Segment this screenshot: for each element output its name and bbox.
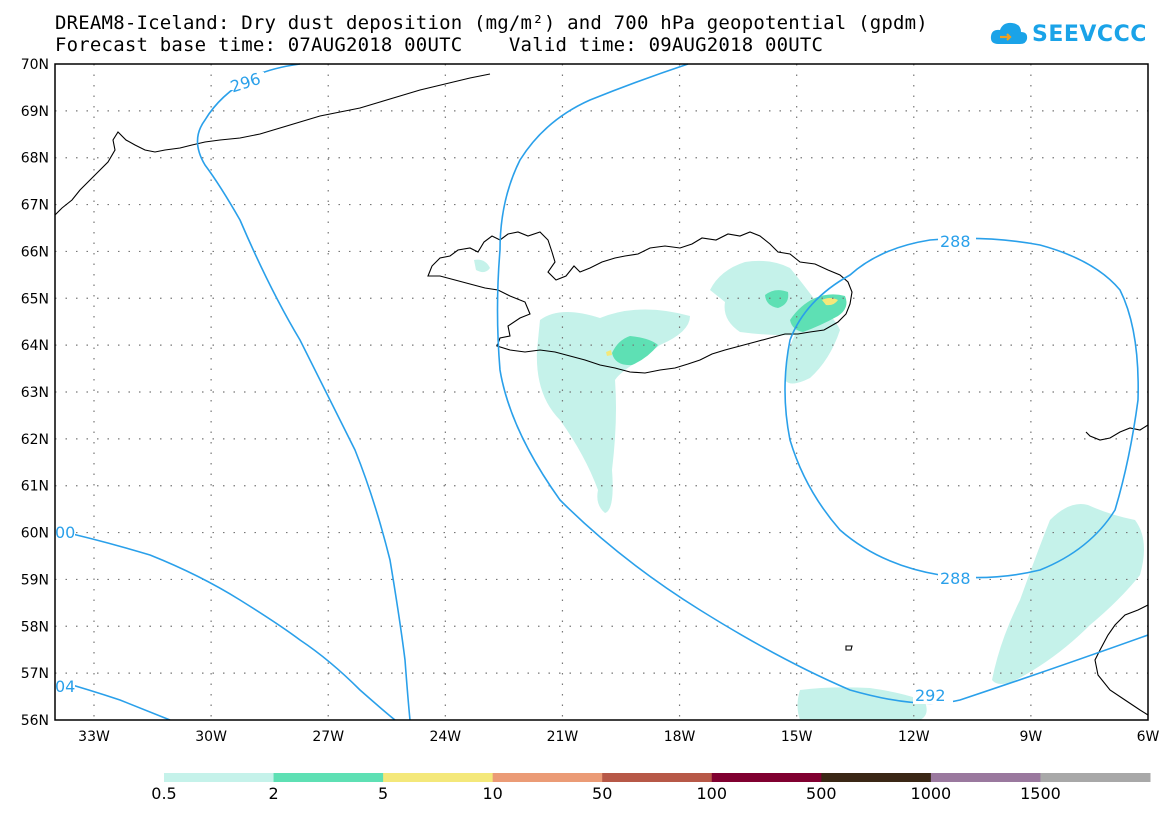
colorbar-label: 50 — [592, 784, 612, 803]
colorbar-swatch — [821, 773, 932, 782]
longitude-tick-label: 12W — [898, 729, 930, 745]
longitude-tick-label: 15W — [781, 729, 813, 745]
longitude-tick-label: 33W — [78, 729, 110, 745]
longitude-tick-label: 30W — [195, 729, 227, 745]
map-frame — [54, 63, 1149, 721]
iceland-coastline — [427, 231, 853, 374]
contour-label: 00 — [55, 523, 75, 542]
colorbar-label: 500 — [806, 784, 837, 803]
dust-area-0.5 — [474, 259, 490, 273]
latitude-tick-label: 66N — [21, 244, 49, 260]
seevccc-logo: SEEVCCC — [990, 20, 1147, 48]
contour-label: 292 — [915, 686, 946, 705]
colorbar-swatch — [711, 773, 822, 782]
dust-area-0.5 — [536, 309, 690, 513]
contour-296 — [196, 63, 411, 721]
longitude-labels: 33W 30W 27W 24W 21W 18W 15W 12W 9W 6W — [78, 729, 1159, 745]
latitude-tick-label: 67N — [21, 198, 49, 214]
colorbar-label: 1500 — [1020, 784, 1061, 803]
latitude-tick-label: 57N — [21, 666, 49, 682]
colorbar-swatch — [164, 773, 275, 782]
latitude-tick-label: 62N — [21, 432, 49, 448]
norway-coastline — [1085, 424, 1149, 441]
latitude-tick-label: 69N — [21, 104, 49, 120]
dust-area-0.5 — [992, 504, 1144, 684]
longitude-tick-label: 6W — [1137, 729, 1160, 745]
contour-300 — [54, 529, 396, 721]
colorbar-swatch — [1040, 773, 1151, 782]
colorbar-label: 10 — [482, 784, 502, 803]
dust-area-2 — [612, 336, 658, 366]
logo-text: SEEVCCC — [1032, 21, 1147, 47]
longitude-tick-label: 21W — [547, 729, 579, 745]
longitude-tick-label: 27W — [312, 729, 344, 745]
latitude-tick-label: 59N — [21, 572, 49, 588]
colorbar-swatch — [273, 773, 384, 782]
latitude-tick-label: 64N — [21, 338, 49, 354]
greenland-coastline — [54, 73, 491, 216]
contour-label: 288 — [940, 569, 971, 588]
graticule — [55, 64, 1148, 720]
colorbar-label: 5 — [378, 784, 388, 803]
contour-label: 04 — [55, 677, 75, 696]
cloud-icon — [990, 22, 1028, 44]
dust-area-5 — [822, 298, 838, 306]
dust-area-0.5 — [710, 260, 840, 384]
colorbar-label: 1000 — [911, 784, 952, 803]
dust-area-5 — [606, 350, 612, 356]
latitude-tick-label: 58N — [21, 619, 49, 635]
colorbar-swatch — [492, 773, 603, 782]
colorbar-swatch — [930, 773, 1041, 782]
longitude-tick-label: 24W — [429, 729, 461, 745]
latitude-tick-label: 60N — [21, 526, 49, 542]
colorbar-swatch — [602, 773, 713, 782]
coastlines — [54, 73, 1149, 716]
colorbar-label: 100 — [697, 784, 728, 803]
latitude-tick-label: 61N — [21, 479, 49, 495]
latitude-tick-label: 70N — [21, 57, 49, 73]
colorbar-label: 2 — [268, 784, 278, 803]
map-title: DREAM8-Iceland: Dry dust deposition (mg/… — [55, 12, 928, 34]
latitude-tick-label: 68N — [21, 151, 49, 167]
dust-area-2 — [765, 290, 789, 308]
contour-label: 288 — [940, 232, 971, 251]
contour-288-ring — [784, 237, 1139, 579]
latitude-tick-label: 65N — [21, 291, 49, 307]
norway-coastline — [1094, 604, 1149, 716]
colorbar-swatch — [383, 773, 494, 782]
latitude-tick-label: 56N — [21, 713, 49, 729]
dust-deposition-areas — [474, 259, 1144, 720]
island-outline — [845, 645, 853, 651]
latitude-labels: 70N 69N 68N 67N 66N 65N 64N 63N 62N 61N 60N 59N 58N 5… — [21, 57, 49, 729]
longitude-tick-label: 9W — [1020, 729, 1043, 745]
colorbar-label: 0.5 — [151, 784, 176, 803]
latitude-tick-label: 63N — [21, 385, 49, 401]
map-subtitle: Forecast base time: 07AUG2018 00UTC Vali… — [55, 34, 824, 56]
dust-area-0.5 — [797, 687, 927, 720]
longitude-tick-label: 18W — [664, 729, 696, 745]
colorbar-labels: 0.5 2 5 10 50 100 500 1000 1500 — [151, 784, 1061, 803]
contour-labels: 296 288 288 292 00 04 — [55, 69, 976, 705]
colorbar — [164, 773, 1151, 782]
